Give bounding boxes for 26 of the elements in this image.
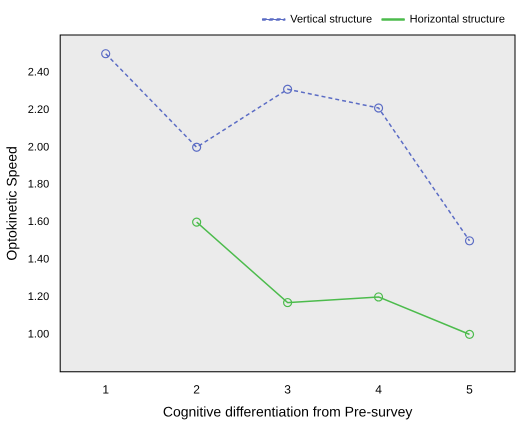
x-tick-label: 2 bbox=[193, 382, 200, 396]
point bbox=[192, 218, 202, 227]
point bbox=[374, 292, 384, 302]
x-tick-label: 1 bbox=[102, 382, 110, 396]
y-tick-label: 1.80 bbox=[28, 178, 50, 191]
legend-label: Vertical structure bbox=[290, 14, 372, 26]
y-tick-label: 1.60 bbox=[28, 216, 50, 228]
x-tick-label: 3 bbox=[284, 382, 292, 396]
y-tick-label: 2.20 bbox=[28, 104, 50, 116]
point bbox=[283, 298, 292, 308]
y-tick-label: 2.00 bbox=[28, 141, 50, 154]
point bbox=[192, 142, 202, 152]
point bbox=[283, 84, 292, 94]
point bbox=[464, 236, 474, 246]
y-tick-label: 2.40 bbox=[28, 66, 50, 78]
point bbox=[101, 49, 110, 58]
legend-label: Horizontal structure bbox=[410, 14, 506, 26]
x-axis-title: Cognitive differentiation from Pre-survey bbox=[162, 403, 412, 420]
point bbox=[374, 103, 384, 113]
x-tick-label: 5 bbox=[466, 382, 474, 396]
y-tick-label: 1.20 bbox=[28, 290, 50, 303]
y-tick-label: 1.40 bbox=[28, 254, 50, 266]
y-tick-label: 1.00 bbox=[28, 328, 50, 340]
point bbox=[464, 330, 474, 339]
x-tick-label: 4 bbox=[375, 382, 382, 396]
y-axis-title: Optokinetic Speed bbox=[3, 146, 20, 261]
